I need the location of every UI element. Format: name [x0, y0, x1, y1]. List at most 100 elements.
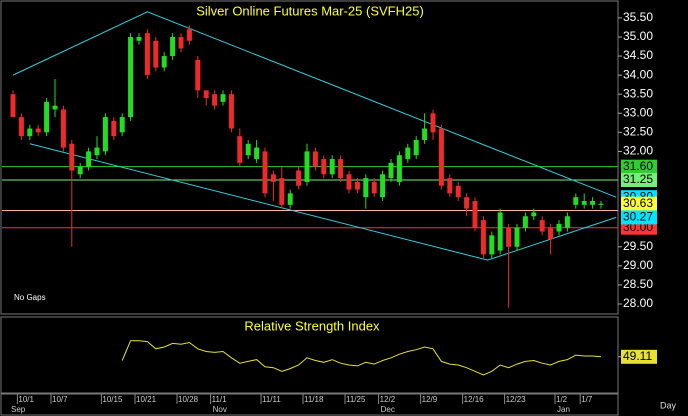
- candle-body: [321, 159, 327, 175]
- y-tick-label: 34.50: [623, 48, 653, 62]
- candle-body: [304, 151, 310, 182]
- y-tick-label: 32.50: [623, 125, 653, 139]
- y-tick-label: 29.50: [623, 239, 653, 253]
- x-tick-label: 12/2: [380, 395, 396, 404]
- level-box: [621, 173, 657, 188]
- x-tick-label: 10/15: [102, 395, 123, 404]
- x-tick-label: 11/18: [304, 395, 324, 404]
- price-marker: [621, 210, 657, 225]
- candle-body: [262, 151, 268, 194]
- month-label: Nov: [213, 405, 227, 414]
- rsi-marker: [621, 349, 657, 364]
- candle-body: [245, 143, 251, 156]
- x-tick-label: 12/16: [464, 395, 485, 404]
- candle-body: [422, 128, 428, 140]
- candle-body: [195, 59, 201, 91]
- candle-body: [228, 94, 234, 129]
- x-tick-label: 12/9: [422, 395, 438, 404]
- date-axis: [0, 393, 619, 416]
- candle-body: [346, 174, 352, 190]
- candle-body: [128, 36, 134, 118]
- candle-body: [178, 36, 184, 49]
- price-marker-label: 30.27: [623, 210, 653, 224]
- x-tick-label: 11/11: [262, 395, 281, 404]
- price-panel: [0, 0, 619, 315]
- candle-body: [338, 159, 344, 179]
- candle-body: [413, 139, 419, 156]
- candle-body: [296, 170, 302, 186]
- candle-body: [287, 193, 293, 205]
- candle-body: [153, 40, 159, 68]
- candle-body: [522, 216, 528, 228]
- candle-body: [60, 109, 66, 148]
- month-label: Dec: [381, 405, 395, 414]
- candle-body: [94, 147, 100, 156]
- trendline: [29, 143, 617, 261]
- y-tick-label: 28.50: [623, 277, 653, 291]
- candle-body: [354, 181, 360, 190]
- candle-body: [220, 94, 226, 102]
- candle-body: [564, 216, 570, 228]
- candle-body: [329, 159, 335, 175]
- x-tick-label: 12/23: [506, 395, 527, 404]
- candle-body: [548, 227, 554, 240]
- candle-body: [10, 94, 16, 118]
- candle-body: [489, 235, 495, 255]
- candle-body: [270, 174, 276, 182]
- candle-body: [598, 203, 604, 205]
- candle-body: [539, 220, 545, 232]
- trendline: [12, 11, 617, 198]
- candle-body: [506, 227, 512, 247]
- rsi-line: [121, 340, 602, 376]
- candle-body: [396, 155, 402, 182]
- y-tick-label: 33.50: [623, 86, 653, 100]
- y-tick-label: 33.00: [623, 105, 653, 119]
- y-tick-label: 32.00: [623, 144, 653, 158]
- candle-body: [388, 162, 394, 179]
- candle-body: [161, 56, 167, 68]
- candle-body: [18, 117, 24, 137]
- candle-body: [531, 212, 537, 217]
- y-tick-label: 29.00: [623, 258, 653, 272]
- candle-body: [69, 143, 75, 171]
- candle-body: [136, 36, 142, 41]
- x-tick-label: 10/28: [178, 395, 199, 404]
- x-tick-label: 10/7: [52, 395, 68, 404]
- chart-title: Silver Online Futures Mar-25 (SVFH25): [196, 3, 424, 18]
- price-marker-label: 30.63: [623, 196, 653, 210]
- candle-body: [119, 117, 125, 133]
- candle-body: [405, 147, 411, 160]
- candle-body: [430, 113, 436, 133]
- y-tick-label: 35.00: [623, 29, 653, 43]
- rsi-marker-label: 49.11: [623, 349, 652, 363]
- candle-body: [44, 101, 50, 133]
- level-label: 31.25: [623, 172, 653, 186]
- note: No Gaps: [14, 293, 46, 302]
- candle-body: [111, 120, 117, 137]
- x-tick-label: 11/25: [346, 395, 366, 404]
- candle-body: [186, 29, 192, 41]
- candle-body: [573, 197, 579, 205]
- rsi-title: Relative Strength Index: [244, 318, 380, 333]
- level-label: 31.60: [623, 159, 653, 173]
- candle-body: [279, 178, 285, 205]
- candle-body: [447, 178, 453, 194]
- candle-body: [86, 151, 92, 167]
- candle-body: [254, 147, 260, 160]
- candle-body: [472, 201, 478, 228]
- level-box: [621, 159, 657, 174]
- candle-body: [581, 201, 587, 205]
- candle-body: [35, 128, 41, 133]
- month-label: Sep: [11, 405, 26, 414]
- x-tick-label: 11/1: [212, 395, 228, 404]
- candle-body: [480, 220, 486, 255]
- candle-body: [497, 212, 503, 251]
- candle-body: [27, 128, 33, 137]
- candle-body: [464, 197, 470, 209]
- candle-body: [237, 136, 243, 163]
- candle-body: [590, 201, 596, 205]
- y-tick-label: 34.00: [623, 67, 653, 81]
